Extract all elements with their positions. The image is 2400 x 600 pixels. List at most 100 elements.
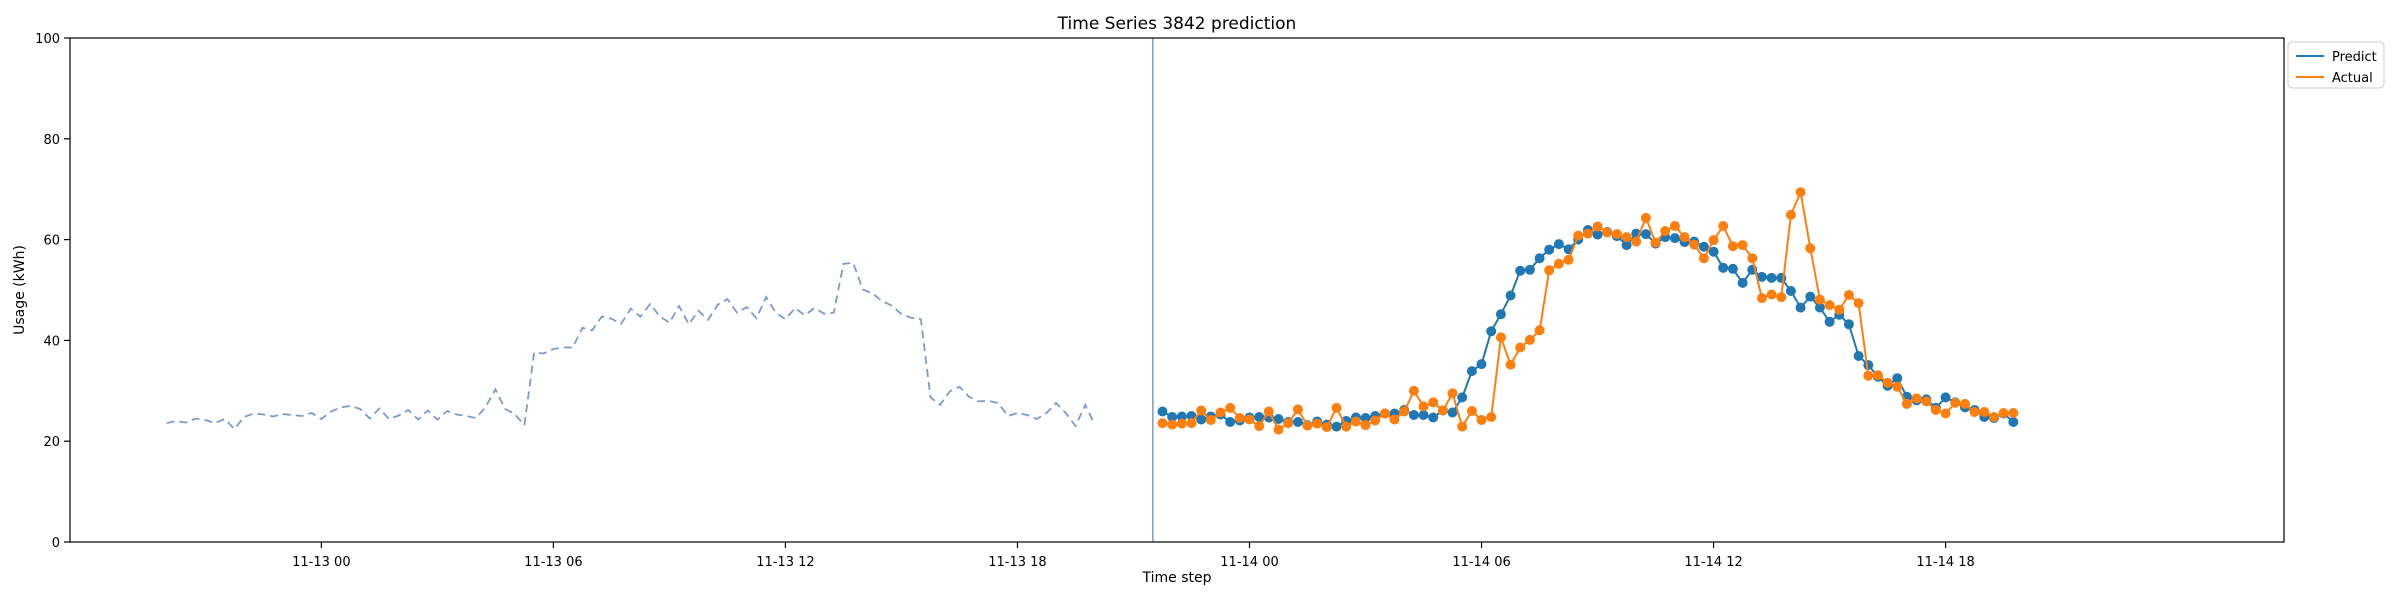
series-actual-point: [1254, 421, 1265, 432]
series-predict-point: [1505, 290, 1516, 301]
series-actual-point: [1863, 370, 1874, 381]
series-actual-point: [1399, 406, 1410, 417]
series-actual-point: [1186, 418, 1197, 429]
chart-title: Time Series 3842 prediction: [1057, 14, 1297, 34]
series-predict-point: [1457, 392, 1468, 403]
series-predict-point: [1331, 421, 1342, 432]
series-predict-point: [1486, 326, 1497, 337]
series-actual-point: [1379, 408, 1390, 419]
series-predict-point: [1940, 392, 1951, 403]
series-actual-point: [1872, 370, 1883, 381]
series-actual-point: [1940, 408, 1951, 419]
series-actual-point: [1679, 232, 1690, 243]
series-actual-point: [1776, 292, 1787, 303]
series-actual-point: [1573, 230, 1584, 241]
series-actual-point: [1157, 418, 1168, 429]
series-actual-point: [1853, 298, 1864, 309]
series-predict-point: [1544, 244, 1555, 255]
series-predict-point: [1785, 286, 1796, 296]
series-predict-point: [1853, 351, 1864, 361]
series-predict-point: [1718, 262, 1729, 273]
series-actual-point: [1669, 221, 1680, 231]
series-predict-point: [1892, 373, 1903, 384]
x-tick-label: 11-13 12: [756, 555, 814, 570]
series-actual-point: [1640, 212, 1651, 223]
series-predict-point: [1360, 413, 1371, 423]
series-predict-point: [1553, 239, 1564, 250]
series-actual-point: [1389, 414, 1400, 425]
x-tick-label: 11-13 06: [524, 555, 582, 570]
x-tick-label: 11-13 00: [292, 555, 350, 570]
series-actual-point: [1244, 414, 1255, 425]
y-tick-label: 80: [43, 133, 60, 148]
series-predict-point: [1766, 272, 1777, 283]
y-tick-label: 100: [35, 32, 60, 47]
plot-frame: [69, 37, 2285, 543]
series-actual-point: [1167, 419, 1178, 430]
series-actual-point: [1824, 300, 1835, 311]
series-predict-point: [1254, 412, 1265, 422]
series-actual-point: [1718, 221, 1729, 231]
series-actual-point: [1457, 421, 1468, 432]
y-tick-label: 20: [43, 435, 60, 450]
series-actual-point: [1785, 209, 1796, 220]
series-actual-point: [1805, 243, 1816, 254]
series-actual-point: [1447, 388, 1458, 399]
series-predict-point: [1843, 319, 1854, 330]
series-predict-point: [1292, 417, 1303, 427]
x-tick-label: 11-14 00: [1220, 555, 1278, 570]
legend-label-predict: Predict: [2332, 50, 2377, 65]
legend: Predict Actual: [2287, 41, 2385, 89]
x-axis-label: Time step: [1142, 570, 1212, 586]
series-actual-point: [1534, 325, 1545, 336]
series-predict-point: [1447, 407, 1458, 418]
series-actual-point: [1950, 397, 1961, 408]
series-actual-point: [1911, 393, 1922, 404]
series-predict-point: [1756, 271, 1767, 282]
series-actual-point: [1273, 424, 1284, 435]
series-actual-point: [1225, 402, 1236, 413]
series-actual-point: [1292, 404, 1303, 415]
series-actual-point: [1544, 265, 1555, 276]
series-actual-point: [1331, 402, 1342, 413]
series-actual-point: [1960, 398, 1970, 409]
x-tick-label: 11-14 18: [1916, 555, 1974, 570]
legend-label-actual: Actual: [2332, 71, 2373, 86]
series-predict-point: [1795, 302, 1806, 313]
series-actual-point: [1921, 396, 1932, 407]
series-actual-point: [1418, 401, 1429, 412]
series-actual-point: [1631, 236, 1642, 247]
series-actual-point: [1234, 413, 1245, 423]
series-predict-point: [1708, 246, 1719, 257]
series-actual-point: [1592, 221, 1603, 232]
series-predict-point: [1273, 414, 1284, 424]
series-predict: [1157, 225, 2019, 432]
y-axis-label: Usage (kWh): [12, 245, 28, 335]
series-actual-point: [1621, 232, 1632, 243]
series-predict-point: [1824, 316, 1835, 327]
series-actual-point: [1263, 406, 1274, 417]
x-tick-label: 11-14 06: [1452, 555, 1510, 570]
series-actual-point: [1437, 405, 1448, 416]
x-axis: 11-13 00 11-13 06 11-13 12 11-13 18 11-14 00…: [292, 542, 1975, 570]
series-actual-point: [1650, 237, 1661, 248]
series-actual-point: [1901, 398, 1912, 409]
series-actual-point: [1370, 415, 1381, 426]
series-actual-point: [1321, 422, 1332, 433]
series-actual-point: [1283, 418, 1294, 429]
series-predict-point: [1408, 410, 1419, 420]
series-actual-point: [1834, 304, 1845, 315]
y-axis: 0 20 40 60 80 100: [35, 32, 70, 551]
series-actual-point: [1486, 412, 1497, 422]
series-actual-point: [1892, 381, 1903, 392]
series-actual-point: [1505, 359, 1516, 370]
series-predict-point: [1428, 412, 1439, 423]
series-actual-point: [1814, 294, 1825, 305]
series-predict-point: [1698, 241, 1709, 252]
series-actual-point: [1611, 229, 1622, 240]
series-actual-point: [1843, 290, 1854, 300]
series-predict-point: [1737, 277, 1748, 288]
x-tick-label: 11-14 12: [1684, 555, 1742, 570]
y-tick-label: 60: [43, 234, 60, 249]
series-actual-point: [1466, 406, 1477, 416]
